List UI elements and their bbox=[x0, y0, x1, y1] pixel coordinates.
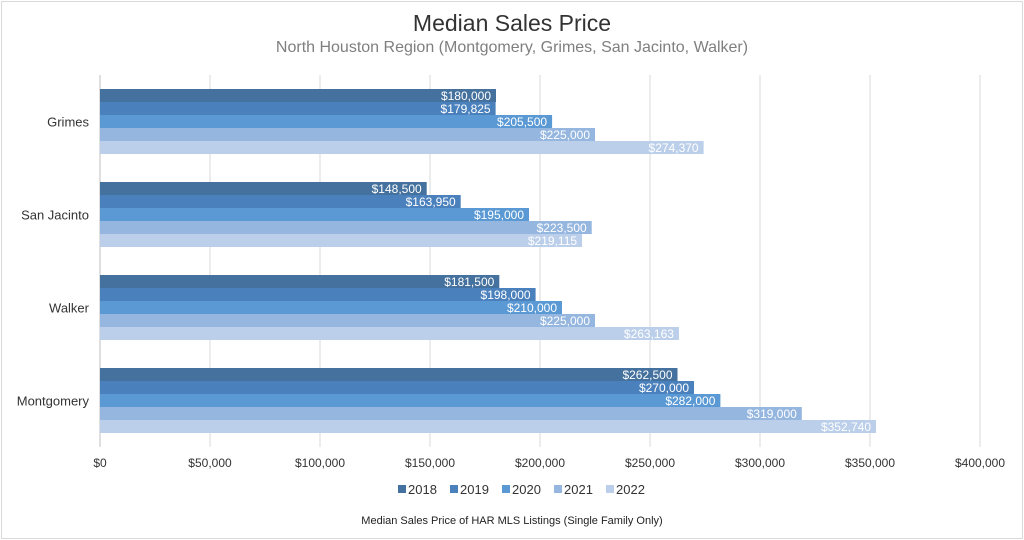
bar bbox=[100, 182, 427, 195]
bar bbox=[100, 381, 694, 394]
data-label: $225,000 bbox=[540, 314, 590, 328]
data-label: $205,500 bbox=[497, 115, 547, 129]
data-label: $195,000 bbox=[474, 208, 524, 222]
data-label: $225,000 bbox=[540, 128, 590, 142]
bar bbox=[100, 141, 704, 154]
data-label: $219,115 bbox=[528, 234, 577, 248]
x-tick-label: $150,000 bbox=[405, 456, 455, 470]
legend-swatch bbox=[450, 485, 458, 493]
data-label: $179,825 bbox=[441, 102, 491, 116]
chart-title: Median Sales Price bbox=[412, 10, 612, 36]
x-tick-label: $0 bbox=[93, 456, 107, 470]
bar bbox=[100, 208, 529, 221]
data-label: $180,000 bbox=[441, 89, 491, 103]
x-tick-label: $400,000 bbox=[955, 456, 1005, 470]
category-label: Montgomery bbox=[17, 394, 90, 409]
data-label: $210,000 bbox=[507, 301, 557, 315]
data-label: $270,000 bbox=[639, 381, 689, 395]
bar bbox=[100, 368, 678, 381]
data-label: $352,740 bbox=[821, 420, 871, 434]
bar bbox=[100, 195, 461, 208]
bar bbox=[100, 275, 500, 288]
bar bbox=[100, 407, 802, 420]
x-tick-label: $350,000 bbox=[845, 456, 895, 470]
bar bbox=[100, 115, 553, 128]
data-label: $198,000 bbox=[481, 288, 531, 302]
bar bbox=[100, 301, 562, 314]
legend-label: 2019 bbox=[460, 482, 489, 497]
x-tick-label: $100,000 bbox=[295, 456, 345, 470]
x-tick-label: $300,000 bbox=[735, 456, 785, 470]
chart-footnote: Median Sales Price of HAR MLS Listings (… bbox=[361, 515, 663, 527]
bar bbox=[100, 102, 496, 115]
x-tick-label: $200,000 bbox=[515, 456, 565, 470]
bar bbox=[100, 288, 536, 301]
data-label: $163,950 bbox=[406, 195, 456, 209]
data-label: $274,370 bbox=[649, 141, 699, 155]
bar bbox=[100, 420, 877, 433]
data-label: $263,163 bbox=[624, 327, 674, 341]
legend-label: 2020 bbox=[512, 482, 541, 497]
legend-swatch bbox=[554, 485, 562, 493]
category-label: San Jacinto bbox=[21, 208, 89, 223]
legend-label: 2021 bbox=[564, 482, 593, 497]
legend-swatch bbox=[606, 485, 614, 493]
legend-swatch bbox=[502, 485, 510, 493]
bar bbox=[100, 394, 721, 407]
bar bbox=[100, 327, 679, 340]
data-label: $282,000 bbox=[665, 394, 715, 408]
legend-swatch bbox=[398, 485, 406, 493]
data-label: $181,500 bbox=[444, 275, 494, 289]
x-tick-label: $250,000 bbox=[625, 456, 675, 470]
bar bbox=[100, 221, 592, 234]
legend-label: 2018 bbox=[408, 482, 437, 497]
data-label: $148,500 bbox=[372, 182, 422, 196]
bar bbox=[100, 89, 496, 102]
legend-label: 2022 bbox=[616, 482, 645, 497]
chart-subtitle: North Houston Region (Montgomery, Grimes… bbox=[275, 39, 749, 56]
bar bbox=[100, 314, 595, 327]
x-tick-label: $50,000 bbox=[188, 456, 232, 470]
data-label: $223,500 bbox=[537, 221, 587, 235]
data-label: $319,000 bbox=[747, 407, 797, 421]
bar bbox=[100, 128, 595, 141]
category-label: Grimes bbox=[47, 115, 89, 130]
data-label: $262,500 bbox=[622, 368, 672, 382]
bar bbox=[100, 234, 583, 247]
category-label: Walker bbox=[49, 301, 90, 316]
